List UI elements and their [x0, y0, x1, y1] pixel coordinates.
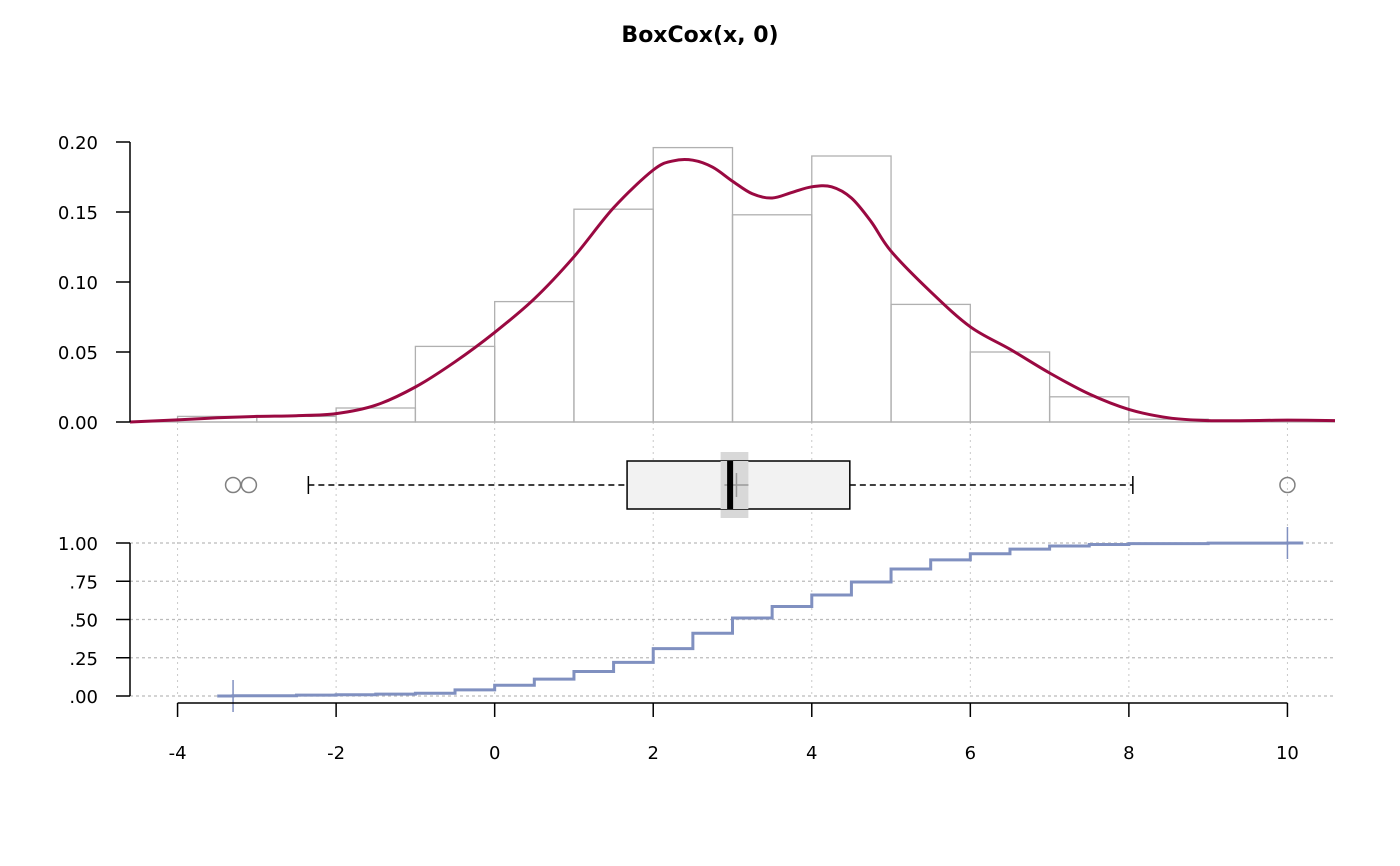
outlier-point — [224, 476, 242, 494]
ecdf-y-tick-label: .25 — [69, 649, 98, 670]
outlier-point — [1279, 476, 1296, 494]
axes-layer: 0.00 0.05 0.10 0.15 0.20 .00 .25 .50 .75 1.00 -4 -2… — [58, 133, 1299, 764]
x-tick-label: 8 — [1123, 743, 1134, 764]
histogram-bar — [494, 300, 575, 423]
outlier-point — [240, 476, 258, 494]
x-tick-label: 0 — [489, 743, 500, 764]
x-tick-label: -2 — [327, 743, 345, 764]
ecdf-y-tick-label: .00 — [69, 687, 98, 708]
ecdf-layer — [217, 527, 1304, 712]
histogram-bar — [731, 214, 813, 423]
ecdf-line — [217, 541, 1304, 698]
histogram-bar — [652, 146, 734, 423]
density-curve — [129, 158, 1336, 424]
histogram-layer — [130, 146, 1335, 423]
ecdf-y-tick-label: .50 — [69, 611, 98, 632]
x-tick-label: -4 — [169, 743, 187, 764]
x-tick-label: 4 — [806, 743, 817, 764]
boxplot-layer — [224, 452, 1296, 518]
ecdf-y-tick-label: 1.00 — [58, 534, 98, 555]
histogram-bar — [811, 155, 892, 423]
histogram-bar — [890, 303, 971, 423]
histogram-bar — [969, 351, 1051, 423]
chart-title: BoxCox(x, 0) — [621, 23, 778, 48]
x-tick-label: 10 — [1276, 743, 1299, 764]
x-tick-label: 6 — [965, 743, 976, 764]
x-tick-label: 2 — [647, 743, 658, 764]
histogram-y-tick-label: 0.15 — [58, 203, 98, 224]
density-layer — [129, 158, 1336, 424]
histogram-bar — [414, 345, 496, 423]
histogram-y-tick-label: 0.00 — [58, 413, 98, 434]
histogram-y-tick-label: 0.05 — [58, 343, 98, 364]
histogram-y-tick-label: 0.20 — [58, 133, 98, 154]
histogram-bar — [335, 407, 417, 423]
histogram-bar — [1048, 396, 1130, 423]
histogram-y-tick-label: 0.10 — [58, 273, 98, 294]
ecdf-y-tick-label: .75 — [69, 572, 98, 593]
